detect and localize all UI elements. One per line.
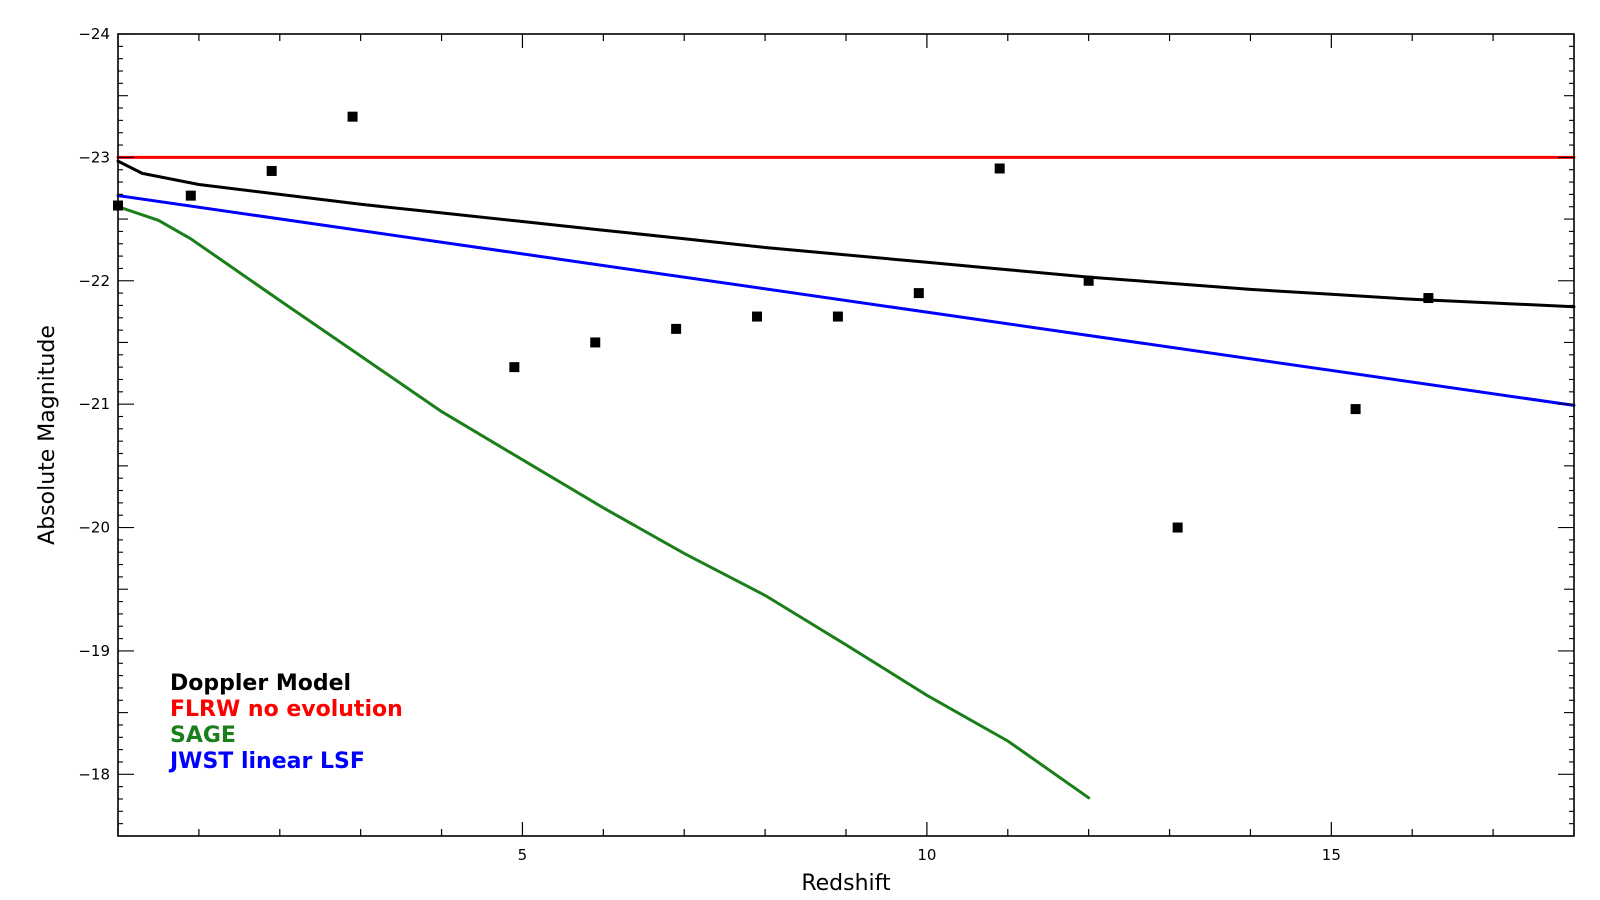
- y-tick-label: −21: [78, 395, 110, 413]
- y-tick-label: −18: [78, 765, 110, 783]
- x-tick-label: 5: [518, 846, 528, 864]
- data-point: [1083, 275, 1094, 286]
- data-point: [1423, 293, 1434, 304]
- doppler-model-line: [116, 159, 1576, 309]
- data-point: [1172, 522, 1183, 533]
- data-point: [347, 111, 358, 122]
- y-tick-label: −22: [78, 272, 110, 290]
- data-point: [590, 337, 601, 348]
- data-point: [509, 362, 520, 373]
- jwst-linear-lsf-line: [116, 194, 1576, 407]
- data-point: [671, 323, 682, 334]
- legend-jwst-linear-lsf: JWST linear LSF: [168, 749, 365, 774]
- sage-line: [116, 205, 1091, 800]
- y-axis-title: Absolute Magnitude: [35, 325, 60, 545]
- y-tick-label: −23: [78, 148, 110, 166]
- legend-doppler-model: Doppler Model: [170, 671, 351, 696]
- data-point: [266, 165, 277, 176]
- axis-ticks: 5 10 15 −24 −23 −22 −21 −20 −19 −18: [78, 25, 1575, 864]
- data-point: [994, 163, 1005, 174]
- data-point: [1350, 404, 1361, 415]
- x-tick-label: 10: [917, 846, 936, 864]
- plot-area: [113, 111, 1576, 800]
- legend-sage: SAGE: [170, 723, 236, 748]
- data-point: [913, 288, 924, 299]
- legend-flrw-no-evolution: FLRW no evolution: [170, 697, 403, 722]
- x-axis-title: Redshift: [801, 871, 891, 896]
- data-point: [832, 311, 843, 322]
- y-tick-label: −19: [78, 642, 110, 660]
- data-point: [185, 190, 196, 201]
- y-tick-label: −20: [78, 519, 110, 537]
- x-tick-label: 15: [1322, 846, 1341, 864]
- data-point: [752, 311, 763, 322]
- y-tick-label: −24: [78, 25, 110, 43]
